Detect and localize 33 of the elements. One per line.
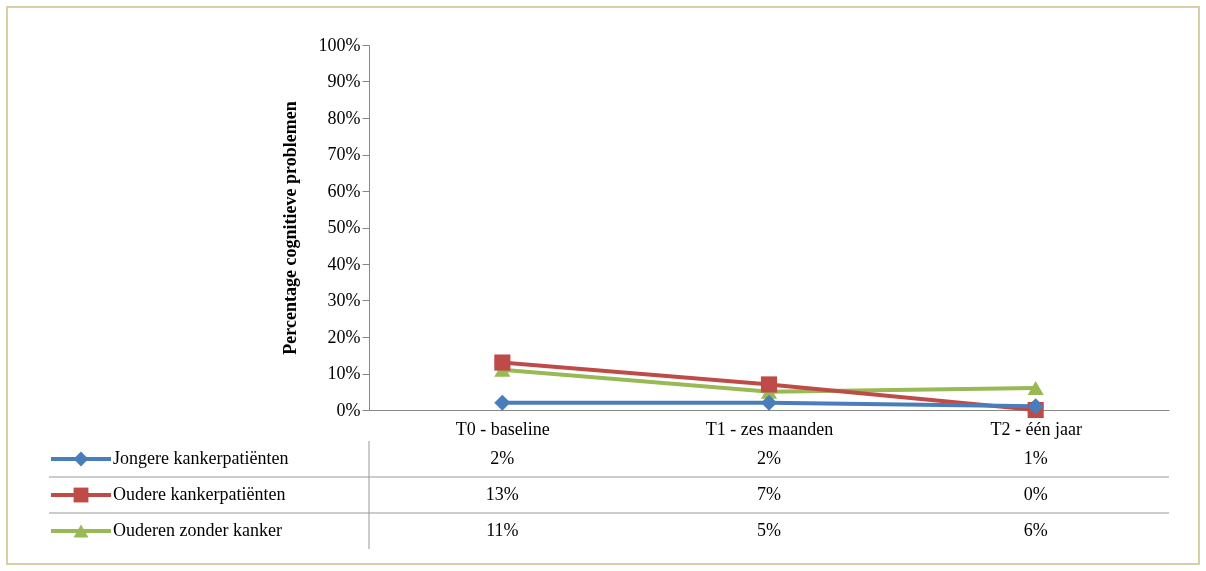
data-label: 1% xyxy=(1023,448,1048,468)
point xyxy=(494,354,511,371)
y-tick-label: 40% xyxy=(327,253,361,274)
x-tick-label: T2 - één jaar xyxy=(990,418,1082,439)
data-label: 13% xyxy=(485,484,519,504)
y-tick-label: 80% xyxy=(327,107,361,128)
y-axis-title: Percentage cognitieve problemen xyxy=(279,101,300,355)
data-label: 6% xyxy=(1023,520,1048,540)
point xyxy=(494,394,511,411)
y-tick-label: 70% xyxy=(327,144,361,164)
x-tick-label: T0 - baseline xyxy=(455,418,550,439)
y-tick-label: 20% xyxy=(327,326,361,347)
point xyxy=(760,376,778,393)
y-tick-label: 60% xyxy=(327,180,361,201)
point xyxy=(1027,381,1044,396)
y-tick-label: 10% xyxy=(327,363,361,383)
y-tick-label: 100% xyxy=(318,34,361,55)
x-tick-label: T1 - zes maanden xyxy=(705,418,834,439)
point xyxy=(760,394,778,411)
data-label: 11% xyxy=(486,520,519,540)
legend-label: Oudere kankerpatiënten xyxy=(113,484,286,504)
data-label: 0% xyxy=(1023,484,1048,504)
y-tick-label: 0% xyxy=(336,399,361,420)
data-label: 7% xyxy=(757,484,781,504)
y-tick-label: 90% xyxy=(327,71,361,91)
point xyxy=(1027,398,1044,415)
legend-label: Jongere kankerpatiënten xyxy=(113,448,289,468)
data-label: 2% xyxy=(757,448,781,468)
y-tick-label: 30% xyxy=(327,290,361,310)
legend-label: Ouderen zonder kanker xyxy=(113,520,282,540)
y-tick-label: 50% xyxy=(327,217,361,237)
data-label: 2% xyxy=(490,448,515,468)
data-label: 5% xyxy=(757,520,781,540)
